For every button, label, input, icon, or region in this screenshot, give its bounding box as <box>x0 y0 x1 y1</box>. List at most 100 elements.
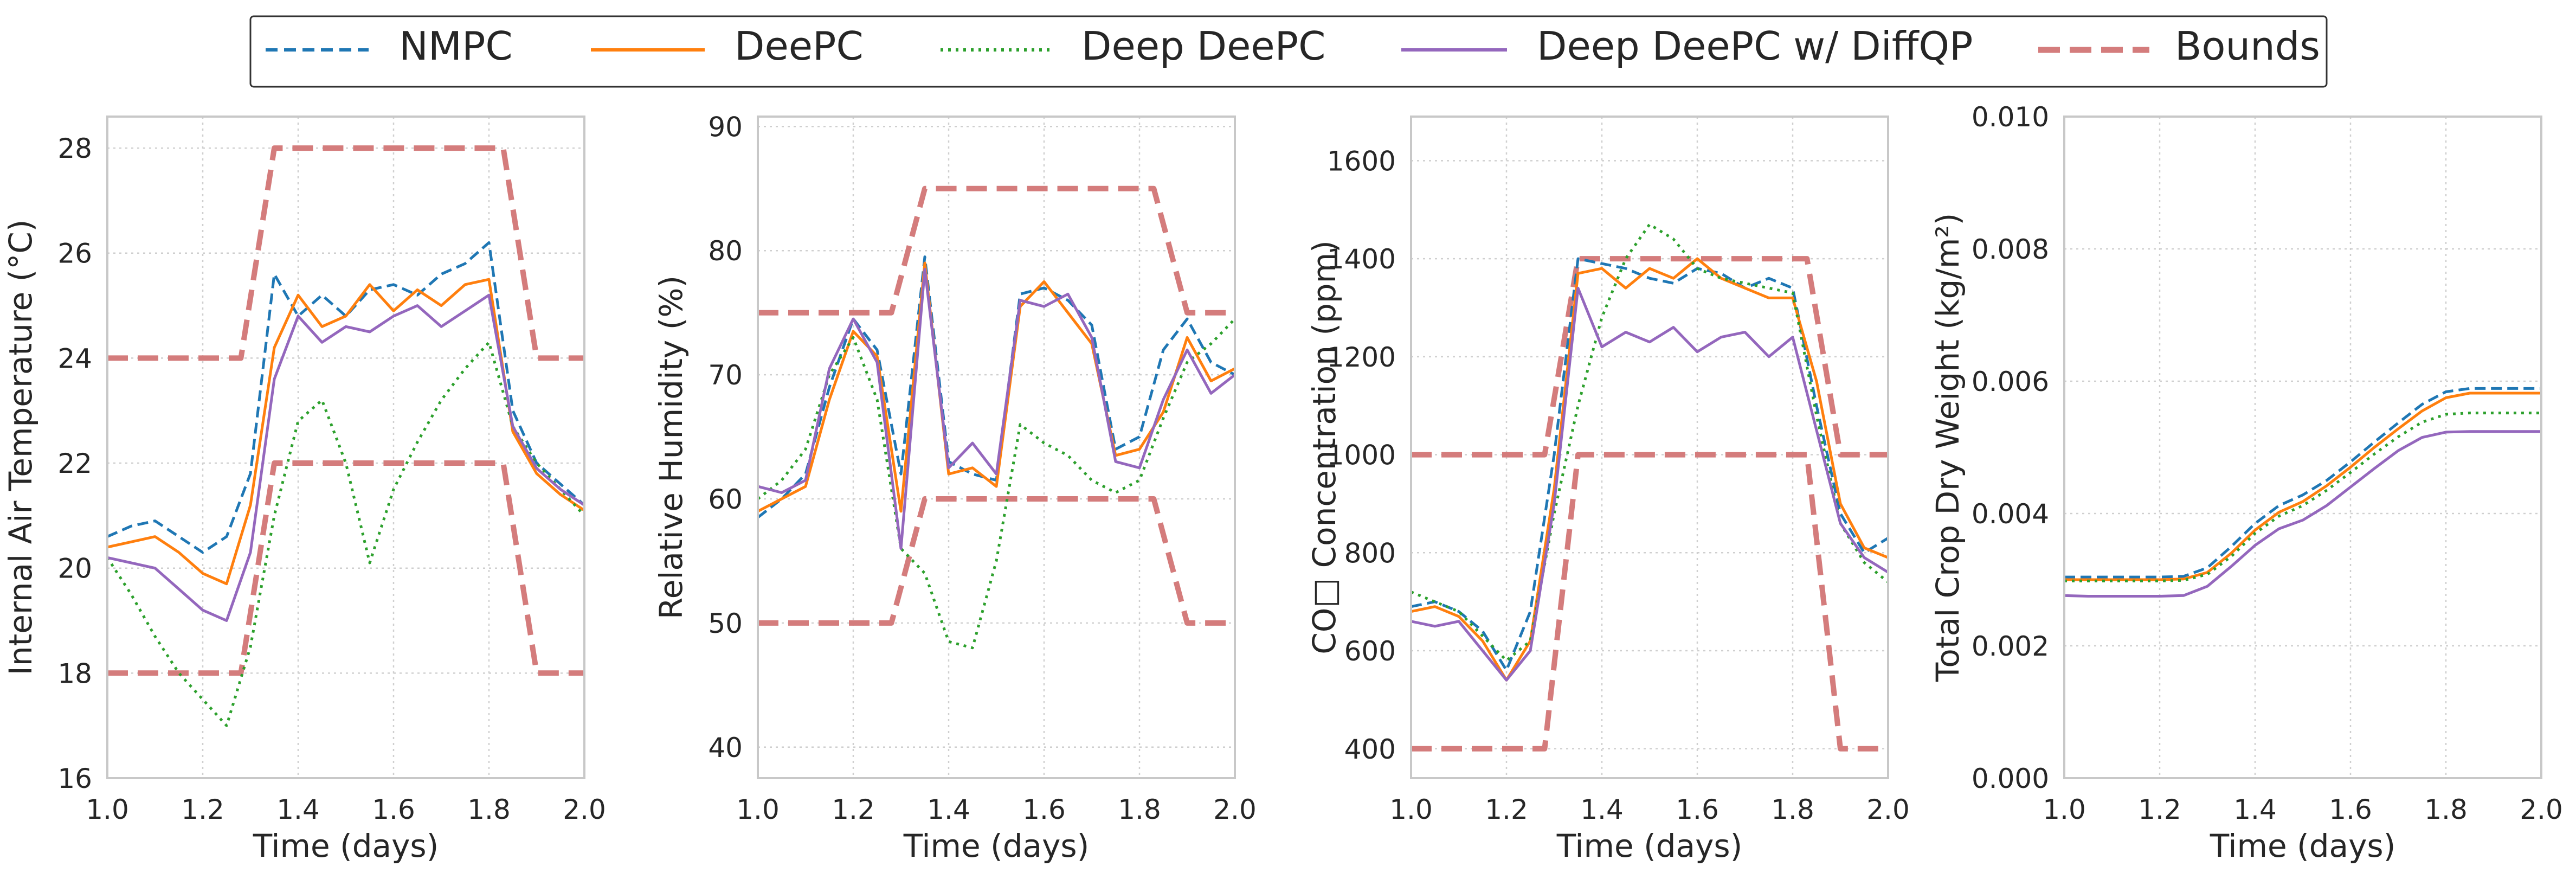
x-tick-label: 1.4 <box>2233 794 2277 825</box>
series-deep-deepc-line <box>2064 412 2541 582</box>
legend-entry-deep-deepc: Deep DeePC <box>941 23 1325 69</box>
y-tick-label: 80 <box>708 235 743 267</box>
y-tick-label: 1400 <box>1327 243 1396 275</box>
y-tick-label: 800 <box>1344 537 1396 569</box>
plot-area <box>1411 117 1888 778</box>
y-tick-label: 0.008 <box>1972 234 2049 265</box>
bound-upper-line <box>758 185 1235 316</box>
series-deep-deepc-line <box>757 318 1236 650</box>
x-axis-label: Time (days) <box>1556 827 1743 864</box>
series-nmpc-line <box>1411 257 1889 672</box>
y-tick-label: 0.004 <box>1972 498 2049 530</box>
x-tick-label: 1.2 <box>2138 794 2181 825</box>
series-deep-deepc-w-diffqp-line <box>107 293 585 622</box>
y-tick-label: 22 <box>57 448 92 479</box>
series-nmpc-line <box>2064 387 2541 579</box>
legend-entry-deep-deepc-diffqp: Deep DeePC w/ DiffQP <box>1401 23 1973 69</box>
x-tick-label: 1.6 <box>1676 794 1719 825</box>
series-deep-deepc-line <box>1411 223 1889 662</box>
y-tick-label: 1600 <box>1327 145 1396 177</box>
series-deep-deepc-w-diffqp-line <box>2064 430 2541 598</box>
x-tick-label: 2.0 <box>1866 794 1910 825</box>
panel-1: 1.0 1.2 1.4 1.6 1.8 2.0 16 18 20 22 24 26 28 Time (da… <box>2 116 606 864</box>
y-axis-label: CO□ Concentration (ppm) <box>1306 240 1343 655</box>
legend-label-deepc: DeePC <box>735 23 864 69</box>
panel-2: 1.0 1.2 1.4 1.6 1.8 2.0 40 50 60 70 80 90 Time (days… <box>653 111 1257 864</box>
y-tick-label: 600 <box>1344 636 1396 667</box>
x-tick-label: 1.2 <box>181 794 224 825</box>
y-tick-label: 90 <box>708 111 743 143</box>
x-tick-label: 1.0 <box>2043 794 2086 825</box>
y-tick-label: 16 <box>57 763 92 794</box>
x-tick-label: 1.6 <box>2329 794 2372 825</box>
x-axis-label: Time (days) <box>253 827 439 864</box>
x-tick-label: 1.0 <box>1389 794 1433 825</box>
legend-entry-deepc: DeePC <box>591 23 864 69</box>
plot-area <box>758 117 1235 778</box>
legend: NMPC DeePC Deep DeePC Deep DeePC w/ Diff… <box>249 15 2328 88</box>
y-tick-label: 1200 <box>1327 342 1396 373</box>
y-tick-label: 0.000 <box>1972 763 2049 794</box>
legend-frame <box>249 15 2328 88</box>
bound-upper-line <box>107 145 584 361</box>
plot-area <box>2064 117 2541 778</box>
x-axis-label: Time (days) <box>903 827 1090 864</box>
legend-label-bounds: Bounds <box>2175 23 2320 69</box>
y-tick-label: 28 <box>57 133 92 164</box>
axes-frame <box>1410 116 1889 779</box>
y-tick-label: 18 <box>57 658 92 689</box>
x-tick-label: 2.0 <box>563 794 606 825</box>
axes-frame <box>2063 116 2542 779</box>
x-tick-label: 1.8 <box>1118 794 1161 825</box>
legend-label-deep-deepc: Deep DeePC <box>1081 23 1325 69</box>
series-deepc-line <box>1411 257 1889 682</box>
panels: 1.0 1.2 1.4 1.6 1.8 2.0 16 18 20 22 24 26 28 Time (da… <box>2 101 2563 864</box>
x-tick-label: 2.0 <box>2520 794 2563 825</box>
x-tick-label: 1.0 <box>736 794 780 825</box>
legend-entry-bounds: Bounds <box>2038 23 2320 69</box>
bound-lower-line <box>758 496 1235 626</box>
y-axis-label: Relative Humidity (%) <box>653 275 690 619</box>
legend-entry-nmpc: NMPC <box>266 23 513 69</box>
x-tick-label: 1.8 <box>1771 794 1814 825</box>
y-tick-label: 400 <box>1344 734 1396 765</box>
x-tick-label: 2.0 <box>1213 794 1257 825</box>
axes-frame <box>106 116 585 779</box>
x-tick-label: 1.8 <box>2424 794 2468 825</box>
y-axis-label: Total Crop Dry Weight (kg/m²) <box>1929 213 1966 682</box>
series-deep-deepc-w-diffqp-line <box>1411 286 1889 682</box>
axes-frame <box>757 116 1236 779</box>
legend-label-nmpc: NMPC <box>399 23 513 69</box>
x-tick-label: 1.0 <box>86 794 129 825</box>
x-tick-label: 1.4 <box>276 794 320 825</box>
x-tick-label: 1.6 <box>372 794 415 825</box>
y-tick-label: 0.010 <box>1972 101 2049 133</box>
x-tick-label: 1.4 <box>927 794 970 825</box>
y-tick-label: 1000 <box>1327 440 1396 471</box>
series-deep-deepc-w-diffqp-line <box>757 268 1236 550</box>
y-tick-label: 50 <box>708 608 743 639</box>
plot-area <box>107 117 584 778</box>
x-tick-label: 1.4 <box>1580 794 1624 825</box>
legend-label-deep-deepc-diffqp: Deep DeePC w/ DiffQP <box>1537 23 1973 69</box>
x-axis-label: Time (days) <box>2210 827 2396 864</box>
bound-upper-line <box>1411 256 1888 458</box>
panel-3: 1.0 1.2 1.4 1.6 1.8 2.0 400 600 800 1000 1200 1400 1… <box>1306 116 1910 864</box>
x-tick-label: 1.2 <box>1485 794 1528 825</box>
x-tick-label: 1.6 <box>1022 794 1066 825</box>
y-tick-label: 70 <box>708 360 743 391</box>
y-axis-label: Internal Air Temperature (°C) <box>2 220 39 676</box>
bound-lower-line <box>1411 452 1888 752</box>
y-tick-label: 20 <box>57 553 92 585</box>
x-tick-label: 1.8 <box>467 794 511 825</box>
y-tick-label: 0.002 <box>1972 631 2049 662</box>
x-tick-label: 1.2 <box>832 794 875 825</box>
series-deepc-line <box>2064 392 2541 581</box>
series-nmpc-line <box>106 241 585 554</box>
y-tick-label: 0.006 <box>1972 366 2049 397</box>
panel-4: 1.0 1.2 1.4 1.6 1.8 2.0 0.000 0.002 0.004 0.006 0.… <box>1929 101 2563 864</box>
y-tick-label: 60 <box>708 484 743 515</box>
y-tick-label: 26 <box>57 238 92 270</box>
series-deep-deepc-line <box>106 341 585 727</box>
